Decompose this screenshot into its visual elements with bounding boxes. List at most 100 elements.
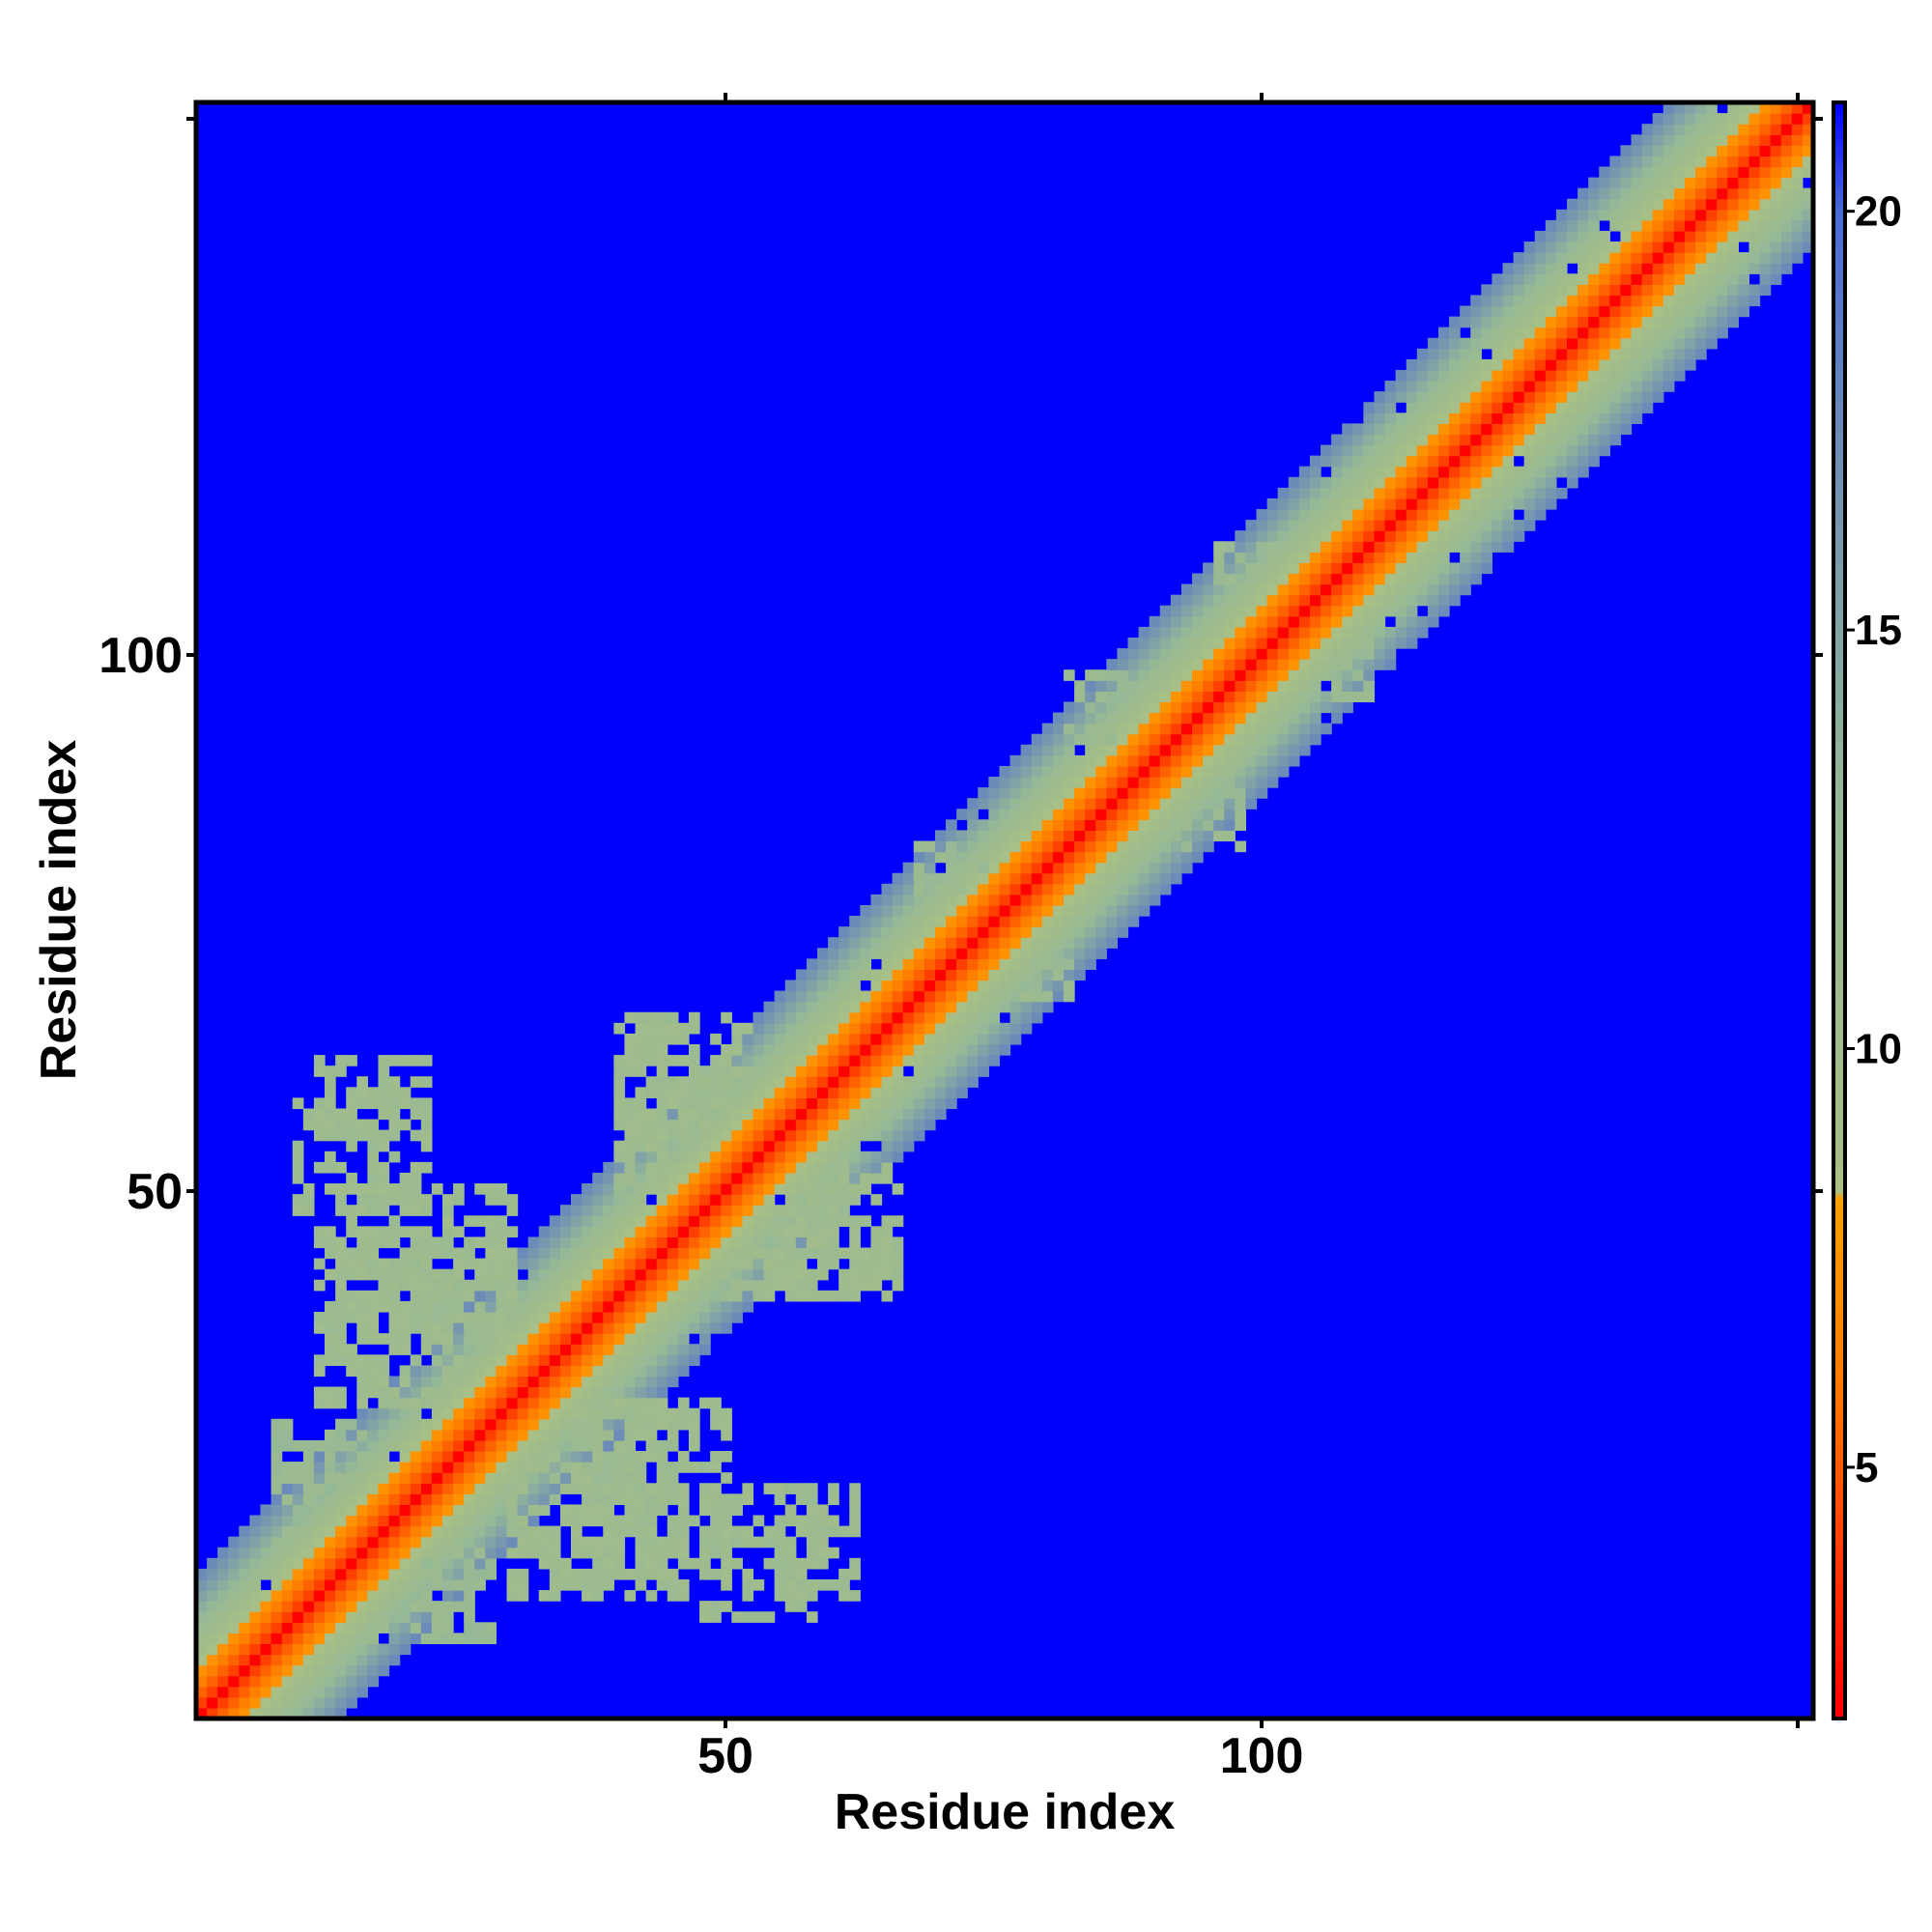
heatmap-cell: [1363, 594, 1376, 607]
heatmap-cell: [1266, 754, 1279, 767]
heatmap-cell: [571, 1247, 582, 1260]
heatmap-cell: [753, 1087, 765, 1098]
heatmap-cell: [420, 1279, 433, 1292]
heatmap-cell: [313, 1161, 326, 1174]
heatmap-cell: [517, 1354, 529, 1366]
heatmap-cell: [1406, 487, 1418, 499]
heatmap-cell: [249, 1622, 262, 1634]
heatmap-cell: [1555, 369, 1568, 382]
heatmap-cell: [1149, 637, 1161, 649]
heatmap-cell: [1106, 840, 1119, 853]
heatmap-cell: [721, 1547, 732, 1559]
heatmap-cell: [335, 1300, 347, 1313]
heatmap-cell: [527, 1236, 540, 1249]
heatmap-cell: [431, 1300, 443, 1313]
heatmap-cell: [582, 1429, 593, 1441]
heatmap-cell: [828, 1258, 839, 1270]
heatmap-cell: [1235, 712, 1247, 724]
heatmap-cell: [431, 1483, 443, 1494]
heatmap-cell: [1652, 337, 1664, 350]
heatmap-cell: [677, 1183, 690, 1195]
heatmap-cell: [356, 1622, 368, 1634]
heatmap-cell: [571, 1536, 582, 1548]
heatmap-cell: [721, 1578, 732, 1591]
heatmap-cell: [1041, 830, 1054, 842]
heatmap-cell: [1138, 904, 1151, 917]
heatmap-cell: [753, 1043, 765, 1056]
heatmap-cell: [645, 1279, 658, 1292]
heatmap-cell: [302, 1536, 315, 1548]
heatmap-cell: [1620, 402, 1633, 413]
heatmap-cell: [378, 1504, 390, 1517]
heatmap-cell: [677, 1504, 690, 1517]
heatmap-cell: [356, 1247, 368, 1260]
heatmap-cell: [559, 1236, 572, 1249]
heatmap-cell: [281, 1686, 294, 1698]
heatmap-cell: [763, 1215, 776, 1227]
heatmap-cell: [1534, 476, 1547, 489]
heatmap-cell: [1620, 295, 1633, 307]
heatmap-cell: [667, 1429, 679, 1441]
heatmap-cell: [978, 926, 989, 938]
heatmap-cell: [388, 1407, 401, 1420]
heatmap-cell: [506, 1429, 519, 1441]
heatmap-cell: [260, 1643, 272, 1656]
heatmap-cell: [1203, 615, 1214, 628]
heatmap-cell: [485, 1462, 497, 1473]
heatmap-cell: [1780, 113, 1793, 125]
heatmap-cell: [1652, 263, 1664, 274]
heatmap-cell: [346, 1611, 357, 1623]
heatmap-cell: [742, 1279, 754, 1292]
heatmap-cell: [1127, 916, 1140, 927]
heatmap-cell: [549, 1300, 561, 1313]
heatmap-cell: [592, 1344, 604, 1355]
heatmap-cell: [742, 1258, 754, 1270]
heatmap-cell: [603, 1268, 614, 1281]
heatmap-cell: [1149, 626, 1161, 639]
heatmap-cell: [1513, 295, 1525, 307]
heatmap-cell: [485, 1194, 497, 1206]
heatmap-cell: [1513, 487, 1525, 499]
heatmap-cell: [1374, 487, 1386, 499]
heatmap-cell: [1706, 252, 1718, 264]
heatmap-cell: [1513, 412, 1525, 424]
heatmap-cell: [441, 1397, 454, 1409]
heatmap-cell: [313, 1311, 326, 1323]
heatmap-cell: [988, 980, 1001, 992]
heatmap-cell: [592, 1429, 604, 1441]
heatmap-cell: [635, 1140, 647, 1152]
heatmap-cell: [1620, 284, 1633, 297]
heatmap-cell: [1138, 701, 1151, 714]
heatmap-cell: [1609, 402, 1622, 413]
heatmap-cell: [1802, 124, 1814, 135]
heatmap-cell: [571, 1547, 582, 1559]
heatmap-cell: [302, 1493, 315, 1506]
heatmap-cell: [1727, 230, 1739, 242]
heatmap-cell: [1780, 166, 1793, 179]
heatmap-cell: [677, 1418, 690, 1431]
heatmap-cell: [742, 1151, 754, 1163]
heatmap-cell: [517, 1407, 529, 1420]
heatmap-cell: [1138, 765, 1151, 778]
heatmap-cell: [1256, 637, 1268, 649]
heatmap-cell: [923, 916, 936, 927]
heatmap-cell: [346, 1654, 357, 1666]
heatmap-cell: [1492, 391, 1504, 403]
heatmap-cell: [1555, 434, 1568, 446]
heatmap-cell: [1127, 765, 1140, 778]
heatmap-cell: [367, 1525, 380, 1538]
heatmap-cell: [399, 1119, 412, 1131]
heatmap-cell: [784, 1172, 797, 1184]
heatmap-cell: [1266, 723, 1279, 735]
heatmap-cell: [1770, 134, 1782, 146]
heatmap-cell: [239, 1536, 251, 1548]
heatmap-cell: [828, 1161, 839, 1174]
heatmap-cell: [1074, 787, 1086, 799]
heatmap-cell: [228, 1536, 240, 1548]
heatmap-cell: [774, 1215, 786, 1227]
heatmap-cell: [1706, 209, 1718, 221]
heatmap-cell: [624, 1322, 637, 1334]
heatmap-cell: [517, 1525, 529, 1538]
heatmap-cell: [1523, 252, 1536, 264]
heatmap-cell: [325, 1226, 336, 1238]
